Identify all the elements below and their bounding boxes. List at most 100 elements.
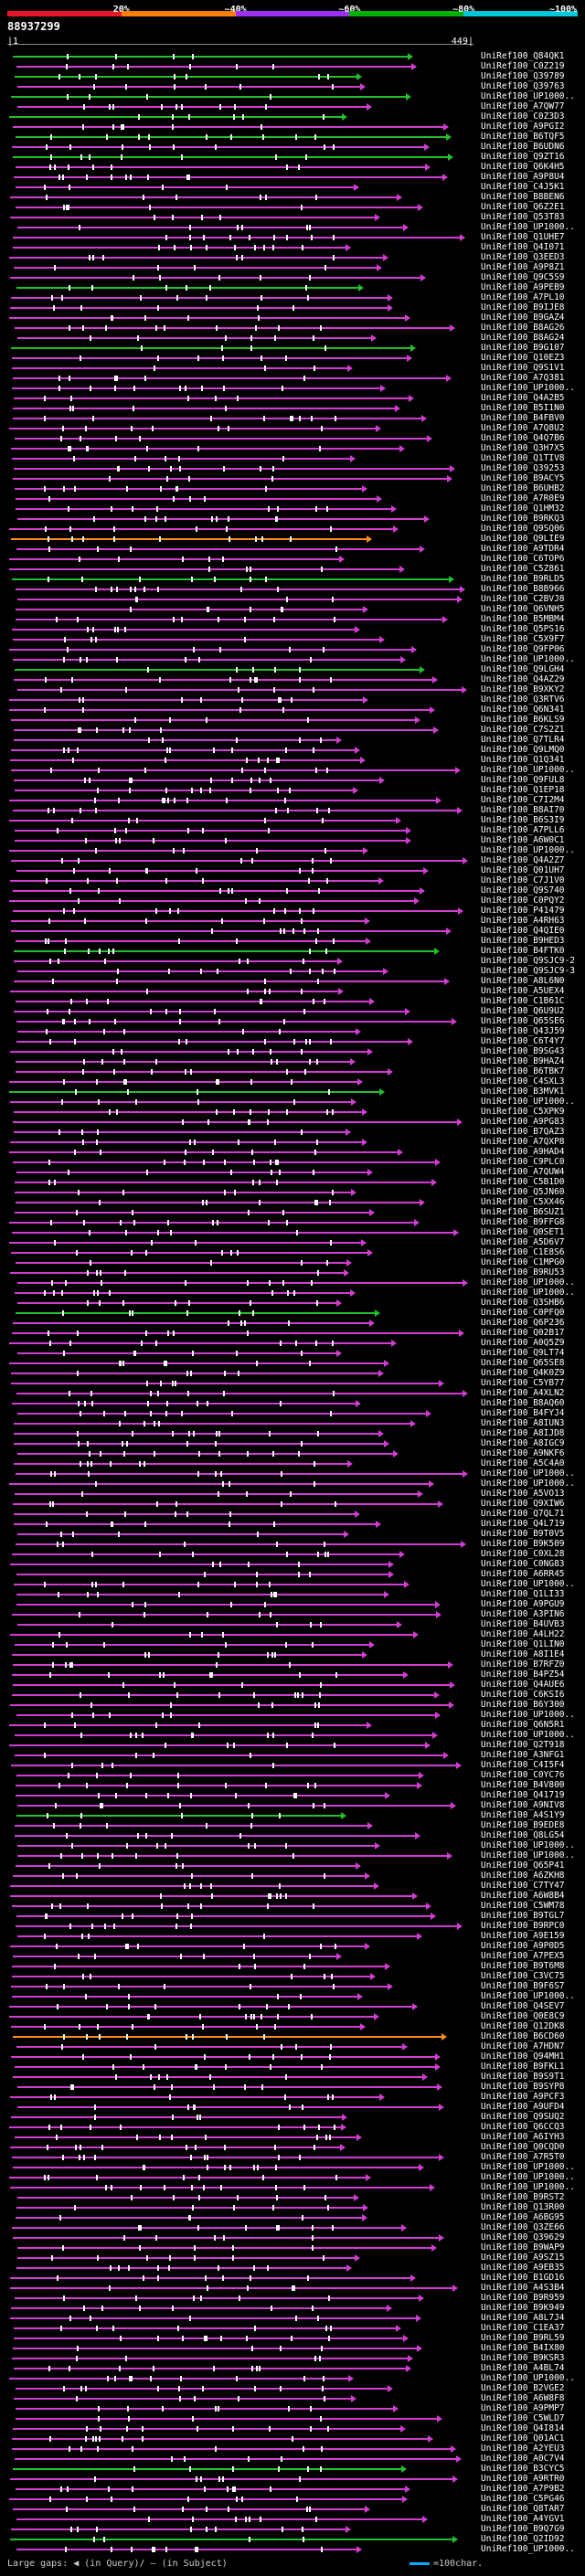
- hit-label[interactable]: UniRef100_A8I1E4: [481, 1649, 565, 1659]
- hit-label[interactable]: UniRef100_P41479: [481, 906, 565, 916]
- hit-label[interactable]: UniRef100_A7Q381: [481, 373, 565, 383]
- hit-label[interactable]: UniRef100_B9WAP9: [481, 2242, 565, 2253]
- hit-label[interactable]: UniRef100_B5MBM4: [481, 614, 565, 624]
- hit-label[interactable]: UniRef100_B9FKL1: [481, 2062, 565, 2072]
- hit-label[interactable]: UniRef100_Q6K4H5: [481, 162, 565, 172]
- hit-label[interactable]: UniRef100_B9R959: [481, 2293, 565, 2303]
- hit-label[interactable]: UniRef100_B7RFZ0: [481, 1659, 565, 1670]
- hit-label[interactable]: UniRef100_A9NKF6: [481, 1448, 565, 1458]
- hit-label[interactable]: UniRef100_Q65SE6: [481, 1016, 565, 1026]
- hit-label[interactable]: UniRef100_C7I2M4: [481, 795, 565, 805]
- hit-label[interactable]: UniRef100_C0PFQ0: [481, 1308, 565, 1318]
- hit-label[interactable]: UniRef100_Q6U9U2: [481, 1006, 565, 1016]
- hit-label[interactable]: UniRef100_UP1000..: [481, 845, 575, 855]
- hit-label[interactable]: UniRef100_B3MVK1: [481, 1087, 565, 1097]
- hit-label[interactable]: UniRef100_C5PG46: [481, 2494, 565, 2504]
- hit-label[interactable]: UniRef100_Q2ID92: [481, 2534, 565, 2544]
- hit-label[interactable]: UniRef100_UP1000..: [481, 2544, 575, 2554]
- hit-label[interactable]: UniRef100_Q8TAR7: [481, 2504, 565, 2514]
- hit-label[interactable]: UniRef100_B4UVB3: [481, 1619, 565, 1629]
- hit-label[interactable]: UniRef100_Q9LGH4: [481, 664, 565, 674]
- hit-label[interactable]: UniRef100_B9EDE8: [481, 1820, 565, 1830]
- hit-label[interactable]: UniRef100_B8AG24: [481, 333, 565, 343]
- hit-label[interactable]: UniRef100_A7PLL6: [481, 825, 565, 835]
- hit-label[interactable]: UniRef100_UP1000..: [481, 1579, 575, 1589]
- hit-label[interactable]: UniRef100_UP1000..: [481, 222, 575, 232]
- hit-label[interactable]: UniRef100_A5D6V7: [481, 1237, 565, 1247]
- hit-label[interactable]: UniRef100_Q4I071: [481, 242, 565, 252]
- hit-label[interactable]: UniRef100_B6TBK7: [481, 1066, 565, 1076]
- hit-label[interactable]: UniRef100_A6IYH3: [481, 2132, 565, 2142]
- hit-label[interactable]: UniRef100_UP1000..: [481, 1840, 575, 1850]
- hit-label[interactable]: UniRef100_Q84QK1: [481, 51, 565, 61]
- hit-label[interactable]: UniRef100_Q53T83: [481, 212, 565, 222]
- hit-label[interactable]: UniRef100_C9PLC0: [481, 1157, 565, 1167]
- hit-label[interactable]: UniRef100_UP1000..: [481, 1991, 575, 2001]
- hit-label[interactable]: UniRef100_Q12DK8: [481, 2021, 565, 2031]
- hit-label[interactable]: UniRef100_B6Y300: [481, 1700, 565, 1710]
- hit-label[interactable]: UniRef100_B9Q7G9: [481, 2524, 565, 2534]
- hit-label[interactable]: UniRef100_A4S1Y9: [481, 1810, 565, 1820]
- hit-label[interactable]: UniRef100_UP1000..: [481, 654, 575, 664]
- hit-label[interactable]: UniRef100_Q1Q341: [481, 755, 565, 765]
- hit-label[interactable]: UniRef100_A8L6N0: [481, 976, 565, 986]
- hit-label[interactable]: UniRef100_A7HDN7: [481, 2041, 565, 2051]
- hit-label[interactable]: UniRef100_A9PGI2: [481, 122, 565, 132]
- hit-label[interactable]: UniRef100_Q9LMQ0: [481, 745, 565, 755]
- hit-label[interactable]: UniRef100_C5X9F7: [481, 634, 565, 644]
- hit-label[interactable]: UniRef100_C6KSI6: [481, 1690, 565, 1700]
- hit-label[interactable]: UniRef100_C4J5K1: [481, 182, 565, 192]
- hit-label[interactable]: UniRef100_C0Z219: [481, 61, 565, 71]
- hit-label[interactable]: UniRef100_B8B966: [481, 584, 565, 594]
- hit-label[interactable]: UniRef100_A9E159: [481, 1931, 565, 1941]
- hit-label[interactable]: UniRef100_B9ACY5: [481, 473, 565, 483]
- hit-label[interactable]: UniRef100_B6KLS9: [481, 715, 565, 725]
- hit-label[interactable]: UniRef100_B9G107: [481, 343, 565, 353]
- hit-label[interactable]: UniRef100_C4I5F4: [481, 1760, 565, 1770]
- hit-label[interactable]: UniRef100_C5WM78: [481, 1901, 565, 1911]
- hit-label[interactable]: UniRef100_Q4I814: [481, 2423, 565, 2433]
- hit-label[interactable]: UniRef100_B9T6M8: [481, 1961, 565, 1971]
- hit-label[interactable]: UniRef100_B9HED3: [481, 936, 565, 946]
- hit-label[interactable]: UniRef100_C5Z861: [481, 564, 565, 574]
- hit-label[interactable]: UniRef100_A9EB35: [481, 2263, 565, 2273]
- hit-label[interactable]: UniRef100_Q13R00: [481, 2202, 565, 2212]
- hit-label[interactable]: UniRef100_Q2T918: [481, 1740, 565, 1750]
- hit-label[interactable]: UniRef100_C2BVJ8: [481, 594, 565, 604]
- hit-label[interactable]: UniRef100_Q3RTV6: [481, 694, 565, 705]
- hit-label[interactable]: UniRef100_Q9FUL8: [481, 775, 565, 785]
- hit-label[interactable]: UniRef100_B9FFG8: [481, 1217, 565, 1227]
- hit-label[interactable]: UniRef100_Q43J59: [481, 1026, 565, 1036]
- hit-label[interactable]: UniRef100_Q9S1V1: [481, 363, 565, 373]
- hit-label[interactable]: UniRef100_Q65SE8: [481, 1358, 565, 1368]
- hit-label[interactable]: UniRef100_C5XPK9: [481, 1107, 565, 1117]
- hit-label[interactable]: UniRef100_Q9ZT16: [481, 152, 565, 162]
- hit-label[interactable]: UniRef100_A8IGC9: [481, 1438, 565, 1448]
- hit-label[interactable]: UniRef100_UP1000..: [481, 383, 575, 393]
- hit-label[interactable]: UniRef100_Q6N341: [481, 705, 565, 715]
- hit-label[interactable]: UniRef100_B9T0V5: [481, 1529, 565, 1539]
- hit-label[interactable]: UniRef100_C1MPG0: [481, 1257, 565, 1267]
- hit-label[interactable]: UniRef100_A8L7J4: [481, 2313, 565, 2323]
- hit-label[interactable]: UniRef100_UP1000..: [481, 91, 575, 101]
- hit-label[interactable]: UniRef100_A9PG83: [481, 1117, 565, 1127]
- hit-label[interactable]: UniRef100_Q9SJC9-3: [481, 966, 575, 976]
- hit-label[interactable]: UniRef100_C6TOP6: [481, 554, 565, 564]
- hit-label[interactable]: UniRef100_B6UDN6: [481, 142, 565, 152]
- hit-label[interactable]: UniRef100_UP1000..: [481, 1850, 575, 1860]
- hit-label[interactable]: UniRef100_A6ZKH8: [481, 1871, 565, 1881]
- hit-label[interactable]: UniRef100_UP1000..: [481, 2172, 575, 2182]
- hit-label[interactable]: UniRef100_Q6VNH5: [481, 604, 565, 614]
- hit-label[interactable]: UniRef100_Q9S740: [481, 885, 565, 896]
- hit-label[interactable]: UniRef100_B4FBV0: [481, 413, 565, 423]
- hit-label[interactable]: UniRef100_C3VC75: [481, 1971, 565, 1981]
- hit-label[interactable]: UniRef100_C5WLD7: [481, 2413, 565, 2423]
- hit-label[interactable]: UniRef100_C0PQY2: [481, 896, 565, 906]
- hit-label[interactable]: UniRef100_Q39763: [481, 81, 565, 91]
- hit-label[interactable]: UniRef100_A9SZ15: [481, 2253, 565, 2263]
- hit-label[interactable]: UniRef100_C5XX46: [481, 1197, 565, 1207]
- hit-label[interactable]: UniRef100_UP1000..: [481, 1710, 575, 1720]
- hit-label[interactable]: UniRef100_C1E8S6: [481, 1247, 565, 1257]
- hit-label[interactable]: UniRef100_A4YGV1: [481, 2514, 565, 2524]
- hit-label[interactable]: UniRef100_Q9C5S9: [481, 272, 565, 282]
